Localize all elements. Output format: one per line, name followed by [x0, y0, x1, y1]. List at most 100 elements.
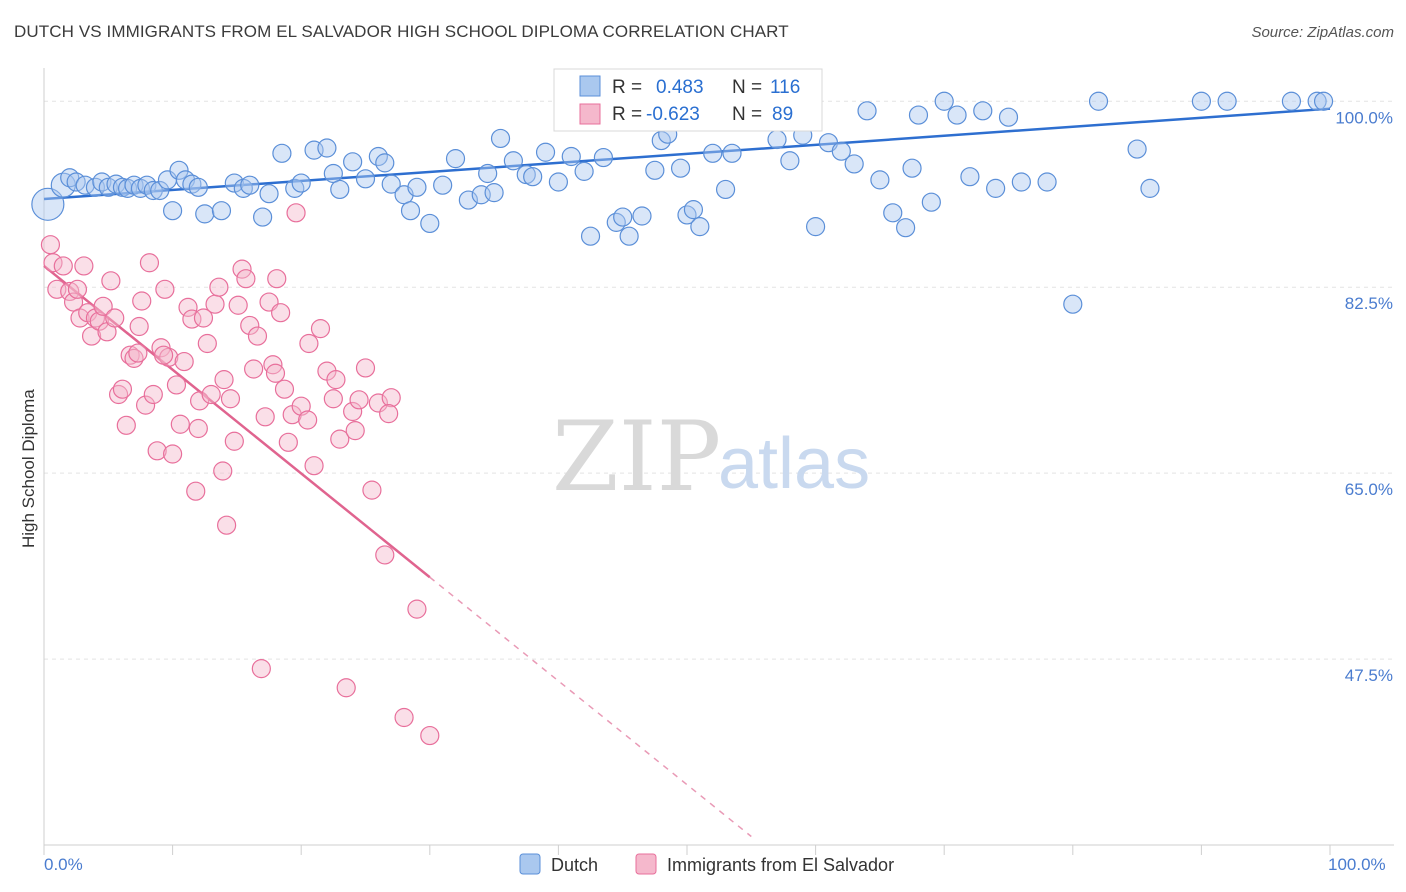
dutch-point — [606, 212, 626, 232]
dutch-point — [211, 201, 232, 221]
salvador-point — [151, 338, 171, 358]
dutch-point — [163, 201, 183, 221]
salvador-point — [60, 281, 80, 302]
salvador-point — [343, 401, 363, 422]
legend-r-label-dutch: R = — [612, 77, 642, 98]
dutch-point — [285, 178, 305, 198]
salvador-point — [375, 545, 395, 565]
legend-swatch-salvador — [579, 103, 601, 125]
salvador-point — [330, 429, 350, 449]
legend-n-label-salvador: N = — [732, 104, 762, 125]
salvador-point — [244, 359, 264, 379]
dutch-point — [902, 158, 922, 178]
legend-n-value-dutch: 116 — [770, 77, 800, 98]
dutch-point — [683, 200, 704, 220]
dutch-point — [619, 226, 639, 246]
watermark-atlas: atlas — [718, 424, 870, 504]
salvador-point — [355, 358, 376, 378]
dutch-point — [224, 173, 244, 193]
salvador-point — [116, 415, 136, 435]
salvador-point — [217, 515, 237, 535]
dutch-point — [1011, 172, 1031, 192]
legend-swatch-dutch — [579, 75, 601, 97]
dutch-point — [490, 128, 511, 149]
y-tick-label: 65.0% — [1345, 480, 1393, 499]
series-legend: Dutch Immigrants from El Salvador — [519, 853, 894, 875]
y-tick-labels: 100.0% 82.5% 65.0% 47.5% — [1335, 108, 1393, 685]
salvador-point — [298, 410, 318, 430]
salvador-point — [299, 333, 319, 354]
dutch-point — [632, 206, 652, 226]
salvador-point — [362, 480, 382, 500]
dutch-point — [1281, 91, 1302, 111]
x-tick-label-max: 100.0% — [1328, 855, 1386, 874]
dutch-point — [400, 201, 421, 221]
salvador-point — [105, 308, 125, 328]
salvador-point — [135, 395, 156, 415]
dutch-point — [169, 160, 189, 180]
salvador-point — [201, 384, 221, 405]
dutch-point — [240, 175, 260, 195]
salvador-point — [155, 279, 175, 299]
dutch-point — [330, 179, 350, 200]
salvador-point — [310, 319, 331, 339]
dutch-point — [690, 217, 710, 237]
salvador-point — [236, 269, 256, 289]
salvador-point — [304, 456, 324, 476]
salvador-point — [265, 363, 286, 383]
dutch-point — [998, 107, 1019, 127]
dutch-point — [857, 101, 877, 121]
salvador-point — [323, 389, 343, 409]
dutch-point — [677, 205, 697, 225]
salvador-point — [336, 678, 356, 698]
salvador-point — [247, 326, 268, 346]
salvador-point — [174, 351, 194, 372]
dutch-point — [137, 175, 157, 195]
salvador-point — [53, 256, 73, 276]
dutch-point — [722, 143, 742, 163]
dutch-point — [844, 154, 864, 174]
watermark-zip: ZIP — [552, 401, 721, 513]
dutch-point — [150, 180, 170, 201]
dutch-point — [343, 152, 363, 172]
series-swatch-dutch — [519, 853, 541, 875]
salvador-point — [132, 291, 152, 311]
dutch-point — [381, 174, 401, 194]
legend-r-value-salvador: -0.623 — [646, 104, 700, 125]
salvador-point — [143, 384, 163, 405]
salvador-point — [74, 256, 94, 276]
salvador-point — [193, 308, 214, 328]
dutch-point — [195, 204, 215, 224]
salvador-point — [271, 303, 291, 323]
dutch-point — [805, 217, 826, 237]
dutch-point — [767, 129, 787, 150]
dutch-point — [1313, 91, 1334, 111]
salvador-point — [213, 461, 233, 481]
dutch-point — [535, 142, 556, 162]
salvador-point — [93, 296, 113, 316]
dutch-point — [259, 184, 279, 204]
salvador-point — [214, 370, 234, 390]
salvador-point — [224, 431, 244, 451]
salvador-point — [420, 725, 440, 746]
dutch-point — [458, 190, 478, 210]
salvador-point — [67, 279, 88, 299]
salvador-point — [379, 404, 399, 424]
legend-n-label-dutch: N = — [732, 77, 762, 98]
salvador-point — [394, 707, 414, 728]
legend-r-label-salvador: R = — [612, 104, 642, 125]
dutch-point — [934, 91, 954, 111]
salvador-point — [89, 311, 109, 331]
dutch-point — [1191, 91, 1212, 111]
dutch-point — [645, 160, 665, 180]
dutch-point — [1217, 91, 1237, 111]
dutch-point — [883, 203, 903, 223]
dutch-point — [574, 161, 594, 181]
dutch-point — [433, 175, 453, 195]
salvador-point — [186, 481, 206, 501]
dutch-point — [253, 207, 273, 227]
dutch-point — [1140, 178, 1160, 198]
dutch-point — [1127, 139, 1147, 159]
dutch-point — [355, 169, 376, 189]
